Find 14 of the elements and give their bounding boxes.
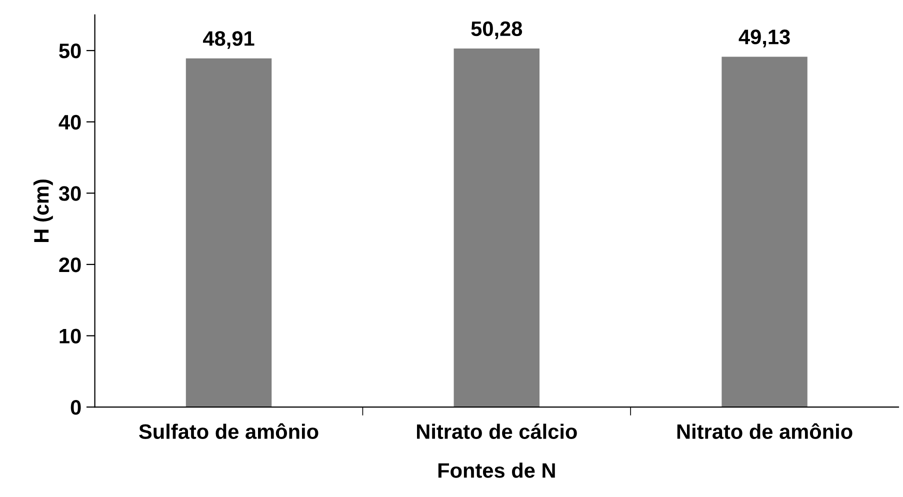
y-axis-title: H (cm) [33, 180, 53, 242]
data-label: 50,28 [471, 21, 522, 40]
data-label: 48,91 [203, 31, 254, 49]
data-label: 49,13 [738, 30, 790, 48]
y-tick-label: 0 [70, 400, 81, 415]
y-tick-label: 50 [59, 44, 81, 58]
x-tick-label: Nitrato de cálcio [417, 424, 577, 440]
y-tick-label: 40 [58, 114, 81, 130]
y-tick-label: 10 [60, 328, 81, 344]
x-tick-label: Nitrato de amônio [677, 423, 852, 440]
y-tick-label: 30 [58, 186, 81, 201]
x-axis-title: Fontes de N [438, 462, 555, 478]
x-tick-label: Sulfato de amônio [139, 423, 318, 440]
y-tick-label: 20 [59, 257, 81, 272]
